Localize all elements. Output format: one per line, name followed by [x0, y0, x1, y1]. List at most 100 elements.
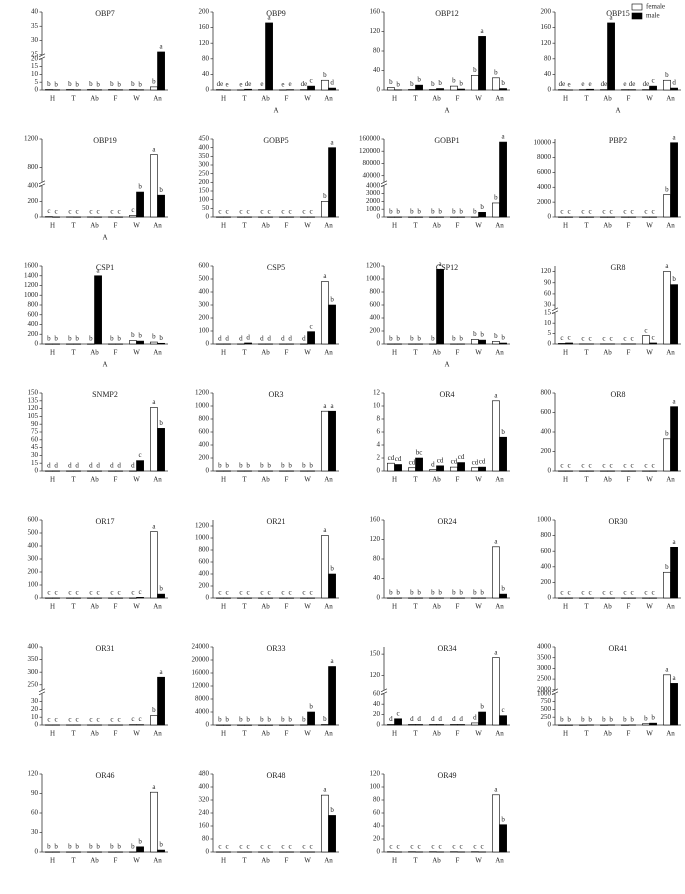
significance-letter: de: [559, 80, 566, 88]
significance-letter: c: [310, 589, 313, 597]
bar: [471, 75, 479, 91]
significance-letter: b: [452, 334, 456, 342]
significance-letter: c: [644, 326, 647, 334]
y-tick-label: 15: [544, 308, 552, 316]
y-tick-label: 800: [199, 546, 210, 554]
y-tick-label: 1600: [24, 262, 39, 270]
bar: [157, 676, 165, 726]
bar: [586, 88, 594, 91]
significance-letter: de: [601, 80, 608, 88]
x-tick-label: W: [475, 222, 482, 230]
x-tick-label: H: [50, 349, 55, 357]
significance-letter: d: [302, 334, 306, 342]
x-tick-label: An: [495, 222, 504, 230]
x-tick-label: T: [242, 730, 247, 738]
y-tick-label: 250: [541, 713, 552, 721]
x-tick-label: T: [71, 476, 76, 484]
bar: [415, 724, 423, 726]
y-tick-label: 0: [377, 467, 381, 475]
x-tick-label: An: [324, 603, 333, 611]
significance-letter: c: [581, 462, 584, 470]
chart-title: OR33: [266, 644, 285, 653]
significance-letter: d: [246, 334, 250, 342]
chart-title: OBP19: [93, 136, 117, 145]
x-tick-label: Ab: [90, 730, 99, 738]
y-tick-label: 240: [199, 809, 210, 817]
significance-letter: c: [610, 462, 613, 470]
significance-letter: a: [323, 786, 327, 794]
bar: [429, 469, 437, 472]
x-tick-label: H: [392, 222, 397, 230]
x-tick-label: Ab: [90, 603, 99, 611]
x-tick-label: F: [627, 476, 631, 484]
x-tick-label: An: [666, 603, 675, 611]
significance-letter: c: [631, 334, 634, 342]
significance-letter: b: [267, 716, 271, 724]
bar: [478, 466, 486, 472]
significance-letter: d: [96, 462, 100, 470]
significance-letter: c: [139, 451, 142, 459]
bar: [150, 407, 158, 472]
axis-break: [38, 691, 46, 696]
axis-break: [380, 691, 388, 696]
y-tick-label: 0: [35, 721, 39, 729]
x-tick-label: T: [71, 603, 76, 611]
bar: [307, 85, 315, 91]
significance-letter: c: [310, 77, 313, 85]
significance-letter: a: [331, 657, 335, 665]
axis-break: [551, 691, 559, 696]
significance-letter: b: [494, 68, 498, 76]
significance-letter: de: [629, 80, 636, 88]
y-tick-label: 80: [373, 555, 381, 563]
x-tick-label: An: [153, 476, 162, 484]
y-tick-label: 0: [35, 848, 39, 856]
bar: [663, 194, 671, 218]
y-tick-label: 2: [377, 454, 381, 462]
y-tick-label: 3000: [366, 189, 381, 197]
y-tick-label: 160: [199, 23, 210, 31]
x-tick-label: W: [646, 476, 653, 484]
bar: [450, 85, 458, 91]
significance-letter: a: [152, 522, 156, 530]
y-tick-label: 350: [199, 152, 210, 160]
y-tick-label: 500: [541, 705, 552, 713]
y-tick-label: 100: [199, 327, 210, 335]
y-tick-label: 0: [35, 467, 39, 475]
significance-letter: a: [160, 43, 164, 51]
significance-letter: c: [97, 589, 100, 597]
significance-letter: b: [473, 330, 477, 338]
legend-swatch: [631, 12, 643, 20]
chart-title: CSP12: [436, 263, 458, 272]
significance-letter: c: [110, 589, 113, 597]
y-tick-label: 800: [28, 301, 39, 309]
significance-letter: b: [75, 80, 79, 88]
significance-letter: c: [431, 842, 434, 850]
significance-letter: d: [47, 462, 51, 470]
significance-letter: d: [225, 334, 229, 342]
x-tick-label: W: [475, 857, 482, 865]
axis-break: [38, 688, 46, 693]
significance-letter: b: [54, 335, 58, 343]
y-tick-label: 1000: [366, 275, 381, 283]
significance-letter: b: [417, 334, 421, 342]
y-tick-label: 90: [544, 278, 552, 286]
chart-title: OR46: [95, 771, 114, 780]
x-tick-label: Ab: [603, 603, 612, 611]
significance-letter: b: [452, 208, 456, 216]
significance-letter: b: [417, 208, 421, 216]
bar: [321, 79, 329, 91]
bar: [328, 666, 336, 726]
bar: [321, 410, 329, 472]
x-tick-label: H: [221, 476, 226, 484]
significance-letter: b: [560, 716, 564, 724]
significance-letter: b: [459, 334, 463, 342]
significance-letter: b: [68, 335, 72, 343]
significance-letter: b: [288, 716, 292, 724]
x-tick-label: F: [456, 476, 460, 484]
x-tick-label: H: [392, 603, 397, 611]
significance-letter: b: [665, 429, 669, 437]
y-tick-label: 8000: [195, 695, 210, 703]
chart-title: OBP15: [606, 9, 630, 18]
y-tick-label: 600: [541, 408, 552, 416]
significance-letter: c: [623, 589, 626, 597]
